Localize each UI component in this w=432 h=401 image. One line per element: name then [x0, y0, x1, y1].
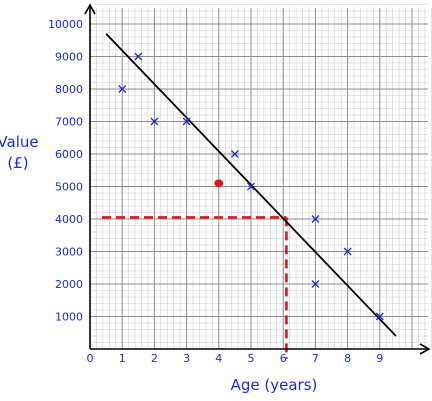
y-axis-title-line-2: (£) — [7, 154, 28, 172]
y-tick-label: 3000 — [55, 246, 83, 259]
major-grid — [90, 7, 429, 349]
data-point-cross — [343, 247, 352, 256]
y-tick-label: 8000 — [55, 83, 83, 96]
reading-lines — [102, 216, 288, 359]
x-tick-label: 5 — [248, 352, 255, 365]
y-tick-label: 9000 — [55, 51, 83, 64]
highlight-point — [214, 179, 224, 188]
x-tick-label: 1 — [119, 352, 126, 365]
best-fit-line — [105, 33, 397, 337]
x-tick-label: 8 — [344, 352, 351, 365]
highlight-point-group — [214, 179, 224, 188]
data-point-cross — [134, 52, 143, 61]
x-tick-label: 3 — [183, 352, 190, 365]
x-tick-label: 7 — [312, 352, 319, 365]
y-axis-arrow — [84, 3, 96, 15]
x-tick-label: 0 — [87, 352, 94, 365]
y-tick-label: 2000 — [55, 278, 83, 291]
data-point-cross — [311, 215, 320, 223]
y-tick-label: 6000 — [55, 148, 83, 161]
data-point-cross — [150, 117, 159, 126]
x-tick-label: 2 — [151, 352, 158, 365]
data-point-cross — [375, 312, 384, 321]
y-tick-label: 7000 — [55, 116, 83, 129]
data-point-cross — [118, 85, 127, 93]
x-tick-label: 4 — [215, 352, 222, 365]
minor-grid — [90, 4, 432, 349]
best-fit-line-segment — [105, 33, 397, 337]
data-point-cross — [247, 182, 255, 191]
y-tick-label: 10000 — [48, 18, 83, 31]
x-tick-labels: 0 1 2 3 4 5 6 7 8 9 — [87, 352, 384, 365]
data-point-cross — [230, 150, 239, 158]
y-axis-title-line-1: Value — [0, 133, 39, 151]
x-axis-arrow — [419, 343, 431, 355]
y-tick-label: 5000 — [55, 181, 83, 194]
data-point-cross — [182, 117, 191, 126]
data-point-cross — [311, 280, 320, 288]
y-tick-label: 1000 — [55, 311, 83, 324]
x-tick-label: 9 — [376, 352, 383, 365]
x-tick-label: 6 — [280, 352, 287, 365]
axes — [84, 3, 431, 355]
x-axis-title: Age (years) — [231, 376, 318, 394]
y-tick-labels: 1000 2000 3000 4000 5000 6000 7000 8000 9000 1000… — [48, 18, 83, 324]
y-tick-label: 4000 — [55, 213, 83, 226]
data-points — [118, 52, 384, 321]
